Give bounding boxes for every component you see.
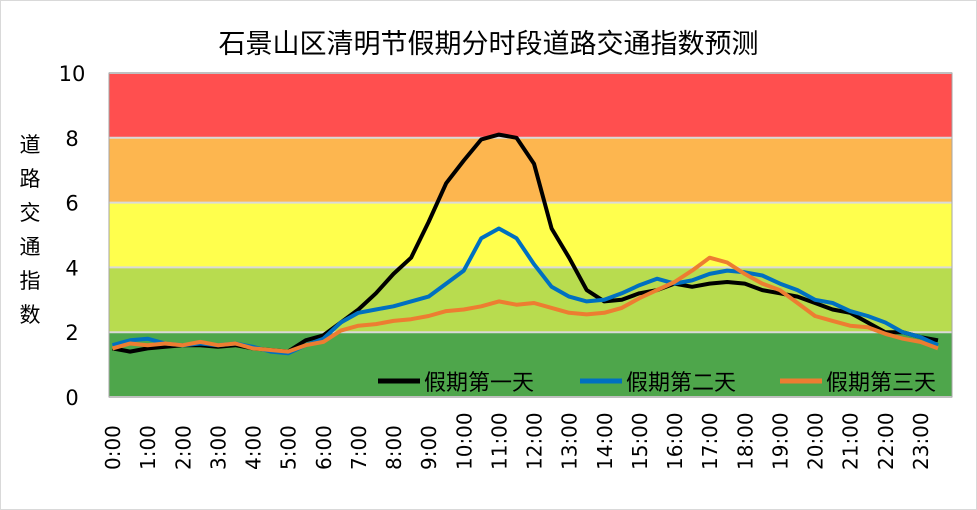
y-axis-label-char: 路	[19, 167, 41, 191]
x-tick-label: 20:00	[804, 412, 828, 470]
y-tick-label: 10	[59, 62, 86, 86]
y-tick-label: 8	[65, 127, 78, 151]
x-tick-label: 5:00	[277, 425, 301, 470]
x-tick-label: 3:00	[206, 425, 230, 470]
series-line-3	[111, 255, 939, 354]
plot-border	[108, 72, 953, 398]
x-tick-label: 1:00	[136, 425, 160, 470]
y-tick-label: 6	[65, 192, 78, 216]
y-tick-label: 4	[65, 256, 78, 280]
x-tick-label: 19:00	[768, 412, 792, 470]
x-tick-label: 17:00	[698, 412, 722, 470]
y-axis-label-char: 交	[19, 201, 41, 225]
x-tick-label: 14:00	[593, 412, 617, 470]
x-tick-label: 18:00	[733, 412, 757, 470]
x-tick-label: 6:00	[312, 425, 336, 470]
y-axis-label-char: 数	[19, 303, 41, 327]
x-tick-label: 4:00	[242, 425, 266, 470]
band-6-8	[109, 137, 952, 203]
y-tick-label: 2	[65, 321, 78, 345]
x-tick-label: 2:00	[171, 425, 195, 470]
x-tick-label: 10:00	[452, 412, 476, 470]
x-tick-label: 12:00	[523, 412, 547, 470]
x-tick-label: 13:00	[558, 412, 582, 470]
legend-label-2: 假期第二天	[626, 371, 736, 396]
x-tick-label: 23:00	[909, 412, 933, 470]
y-axis-label-char: 道	[19, 133, 41, 157]
y-axis-label-char: 指	[19, 269, 41, 293]
x-tick-label: 7:00	[347, 425, 371, 470]
chart-title: 石景山区清明节假期分时段道路交通指数预测	[218, 29, 759, 60]
y-tick-label: 0	[65, 386, 78, 410]
band-0-2	[109, 332, 952, 397]
x-tick-label: 8:00	[382, 425, 406, 470]
y-axis-label-char: 通	[19, 235, 41, 259]
x-tick-label: 11:00	[487, 412, 511, 470]
x-tick-label: 21:00	[839, 412, 863, 470]
x-tick-label: 22:00	[874, 412, 898, 470]
x-tick-label: 9:00	[417, 425, 441, 470]
legend-label-3: 假期第三天	[826, 371, 936, 396]
x-tick-label: 0:00	[101, 425, 125, 470]
legend-label-1: 假期第一天	[424, 371, 534, 396]
y-axis-label: 道路交通指数	[16, 128, 44, 332]
band-8-10	[109, 73, 952, 138]
x-tick-label: 15:00	[628, 412, 652, 470]
x-tick-label: 16:00	[663, 412, 687, 470]
